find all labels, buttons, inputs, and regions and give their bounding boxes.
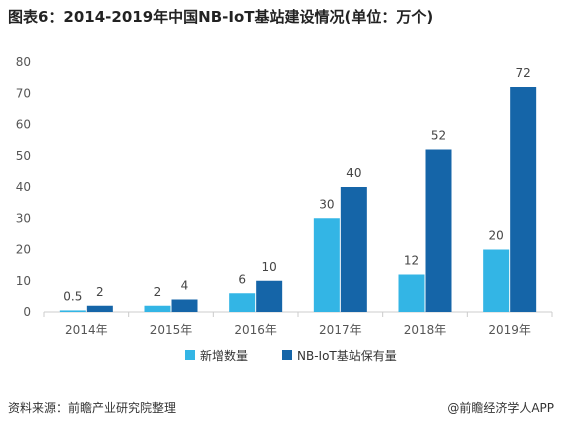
- x-tick-label: 2019年: [488, 323, 531, 337]
- legend-label: NB-IoT基站保有量: [297, 349, 397, 363]
- y-tick-label: 0: [23, 305, 31, 319]
- x-tick-label: 2016年: [234, 323, 277, 337]
- bar-total: [86, 305, 113, 312]
- y-tick-label: 60: [16, 118, 31, 132]
- data-label: 2: [154, 285, 162, 299]
- bar-new: [144, 305, 171, 312]
- brand-credit: @前瞻经济学人APP: [447, 401, 554, 415]
- bar-new: [483, 249, 510, 312]
- data-label: 10: [262, 260, 277, 274]
- data-label: 30: [319, 197, 334, 211]
- bar-total: [510, 87, 537, 312]
- legend: 新增数量 NB-IoT基站保有量: [185, 348, 397, 363]
- x-tick-label: 2014年: [65, 323, 108, 337]
- y-tick-label: 50: [16, 149, 31, 163]
- x-tick-label: 2018年: [404, 323, 447, 337]
- legend-swatch: [185, 350, 195, 360]
- y-tick-label: 20: [16, 243, 31, 257]
- bar-new: [313, 218, 340, 312]
- data-labels-group: 0.5 2 2 4 6 10 30 40 12 52 20 72: [63, 66, 531, 303]
- x-axis: 2014年 2015年 2016年 2017年 2018年 2019年: [43, 311, 553, 337]
- bar-total: [256, 280, 283, 312]
- chart-title: 图表6：2014-2019年中国NB-IoT基站建设情况(单位：万个): [8, 8, 434, 26]
- data-label: 6: [238, 272, 246, 286]
- data-label: 52: [431, 129, 446, 143]
- data-label: 4: [181, 279, 189, 293]
- data-label: 12: [404, 254, 419, 268]
- bars-group: [59, 87, 537, 312]
- legend-swatch: [282, 350, 292, 360]
- data-label: 72: [516, 66, 531, 80]
- bar-total: [340, 187, 367, 312]
- data-label: 0.5: [63, 289, 82, 303]
- y-tick-label: 80: [16, 55, 31, 69]
- data-label: 20: [489, 229, 504, 243]
- bar-total: [425, 149, 452, 312]
- y-tick-label: 70: [16, 86, 31, 100]
- y-tick-label: 30: [16, 211, 31, 225]
- bar-new: [59, 310, 86, 312]
- data-label: 40: [346, 166, 361, 180]
- x-tick-label: 2015年: [150, 323, 193, 337]
- y-tick-label: 40: [16, 180, 31, 194]
- source-note: 资料来源：前瞻产业研究院整理: [8, 401, 177, 415]
- y-tick-label: 10: [16, 274, 31, 288]
- legend-label: 新增数量: [200, 348, 248, 363]
- data-label: 2: [96, 285, 104, 299]
- y-axis: 0 10 20 30 40 50 60 70 80: [16, 55, 31, 319]
- bar-new: [398, 274, 425, 312]
- x-tick-label: 2017年: [319, 323, 362, 337]
- bar-total: [171, 299, 198, 312]
- bar-new: [229, 293, 256, 312]
